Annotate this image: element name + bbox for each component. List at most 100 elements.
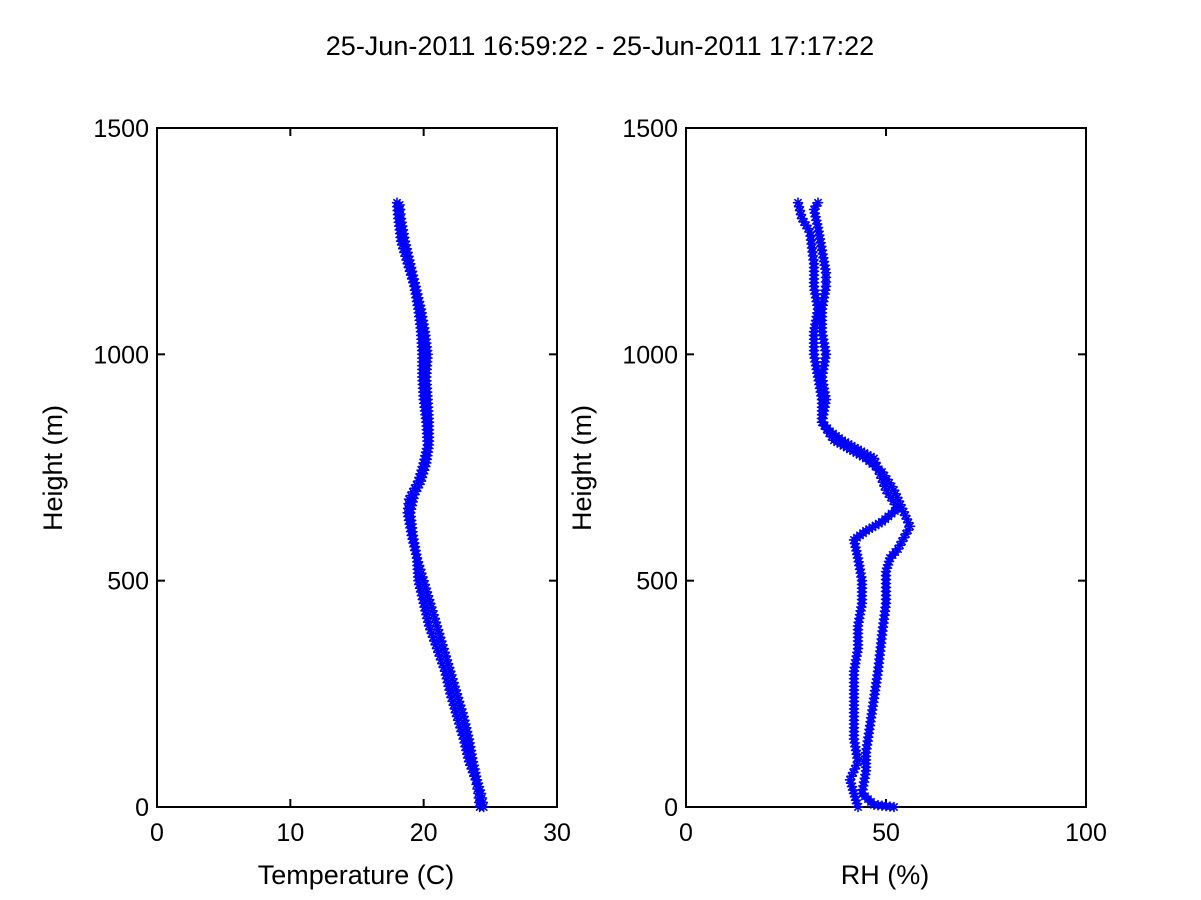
rh-data-point (844, 774, 856, 786)
temperature-ytick-label: 1000 (93, 341, 149, 369)
temperature-ytick-label: 0 (135, 794, 149, 822)
rh-data-point (903, 517, 914, 529)
rh-ylabel: Height (m) (567, 405, 597, 531)
temperature-data-point (446, 669, 457, 681)
temperature-data-point (439, 647, 451, 658)
temperature-data-point (437, 639, 448, 651)
rh-data-point (862, 449, 873, 461)
temperature-data-point (469, 770, 480, 782)
rh-data-point (880, 566, 892, 577)
temperature-data-point (407, 533, 418, 545)
temperature-data-point (442, 658, 454, 669)
rh-data-point (851, 447, 862, 459)
rh-xtick-label: 0 (679, 819, 693, 847)
temperature-data-point (458, 733, 469, 745)
temperature-data-point (462, 752, 474, 764)
temperature-data-point (461, 748, 473, 760)
temperature-data-point (435, 654, 447, 666)
temperature-data-point (429, 613, 441, 624)
rh-data-point (844, 444, 856, 455)
rh-data-point (848, 788, 860, 799)
temperature-data-point (419, 450, 431, 462)
temperature-data-point (471, 779, 482, 790)
temperature-data-point (427, 605, 438, 617)
temperature-data-point (440, 650, 452, 662)
rh-data-point (904, 521, 916, 532)
rh-series-1-markers (792, 197, 904, 813)
rh-data-point (870, 457, 881, 468)
temperature-data-point (423, 594, 435, 605)
rh-data-point (793, 201, 805, 212)
temperature-data-point (425, 624, 436, 636)
temperature-data-point (402, 258, 413, 270)
temperature-data-point (449, 703, 461, 715)
temperature-data-point (410, 548, 422, 560)
rh-data-point (887, 495, 899, 507)
temperature-data-point (413, 475, 424, 487)
temperature-data-point (417, 461, 428, 472)
rh-data-point (838, 440, 849, 452)
rh-data-point (882, 559, 894, 571)
temperature-data-point (414, 582, 426, 594)
rh-ytick-label: 0 (664, 794, 678, 822)
rh-data-point (873, 518, 885, 529)
rh-data-point (896, 536, 908, 547)
rh-data-point (873, 465, 884, 476)
rh-data-point (839, 436, 851, 448)
rh-data-point (888, 484, 900, 496)
temperature-xtick-label: 0 (150, 819, 164, 847)
temperature-data-point (413, 575, 424, 586)
rh-data-point (857, 451, 869, 462)
temperature-data-point (438, 662, 449, 673)
rh-data-point (868, 453, 880, 464)
temperature-data-point (459, 714, 470, 726)
rh-data-point (828, 435, 840, 446)
temperature-data-point (397, 243, 409, 255)
temperature-data-point (415, 586, 427, 598)
rh-data-point (865, 451, 877, 462)
temperature-data-point (451, 688, 463, 700)
temperature-data-point (400, 250, 411, 262)
rh-data-point (794, 205, 806, 216)
temperature-data-point (457, 707, 468, 718)
temperature-data-point (418, 457, 429, 469)
rh-data-point (898, 532, 910, 543)
rh-data-point (810, 200, 822, 212)
temperature-data-point (460, 741, 471, 752)
temperature-data-point (419, 601, 430, 613)
rh-data-point (867, 521, 878, 533)
temperature-data-point (421, 613, 433, 624)
temperature-data-point (472, 783, 483, 795)
rh-data-point (852, 444, 864, 455)
temperature-data-point (423, 620, 435, 632)
temperature-data-point (430, 639, 441, 651)
rh-data-point (890, 488, 901, 500)
temperature-data-point (403, 262, 415, 273)
rh-data-point (886, 481, 897, 492)
rh-data-point (847, 445, 859, 457)
temperature-data-point (466, 763, 477, 775)
temperature-ylabel: Height (m) (38, 405, 68, 531)
temperature-series-1-markers (391, 197, 485, 813)
temperature-data-point (420, 582, 432, 594)
temperature-data-point (463, 733, 475, 745)
rh-data-point (892, 543, 904, 555)
rh-data-point (899, 510, 911, 521)
rh-data-point (883, 556, 895, 567)
rh-data-point (851, 798, 863, 809)
temperature-data-point (418, 575, 429, 586)
temperature-data-point (429, 635, 440, 647)
rh-data-point (880, 484, 892, 496)
temperature-data-point (439, 665, 451, 677)
rh-data-point (846, 770, 857, 782)
temperature-data-point (443, 680, 454, 692)
temperature-data-point (463, 756, 475, 768)
temperature-data-point (436, 635, 447, 647)
rh-data-point (879, 480, 890, 492)
temperature-data-point (415, 468, 426, 480)
rh-data-point (885, 492, 897, 503)
temperature-xtick-label: 30 (543, 819, 571, 847)
rh-data-point (859, 447, 870, 459)
rh-data-point (808, 204, 820, 215)
temperature-data-point (447, 696, 458, 707)
